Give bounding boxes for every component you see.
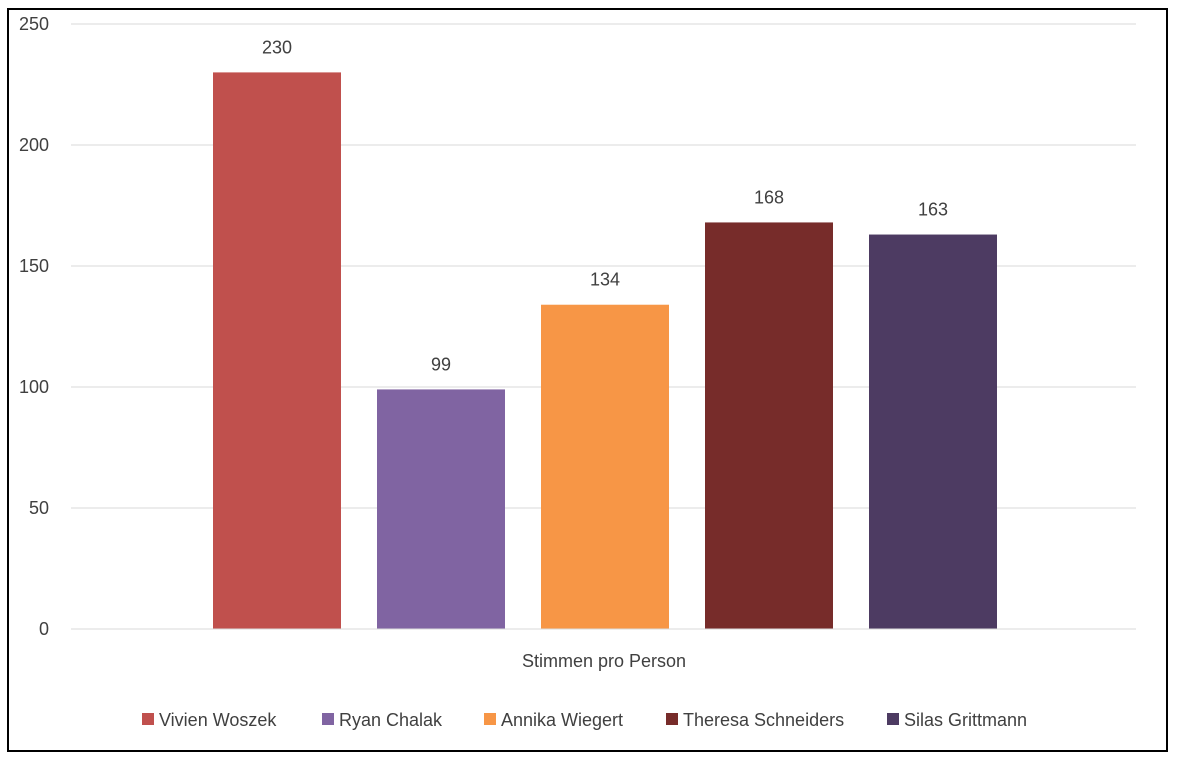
bar-vivien-woszek	[213, 72, 341, 629]
legend-entry: Vivien Woszek	[159, 710, 277, 730]
data-label: 134	[590, 270, 620, 290]
bar-chart: 0 50 100 150 200 250 230 99 134 168 163 Stimmen p…	[19, 14, 1136, 730]
bar-annika-wiegert	[541, 304, 669, 629]
legend-swatch	[484, 713, 496, 725]
y-tick-label: 250	[19, 14, 49, 34]
legend-entry: Ryan Chalak	[339, 710, 443, 730]
y-tick-label: 50	[29, 498, 49, 518]
legend-swatch	[666, 713, 678, 725]
y-tick-label: 150	[19, 256, 49, 276]
bar-silas-grittmann	[869, 234, 997, 630]
bar-ryan-chalak	[377, 389, 505, 629]
data-label: 99	[431, 354, 451, 374]
bars	[213, 72, 997, 630]
bar-theresa-schneiders	[705, 222, 833, 629]
y-tick-label: 200	[19, 135, 49, 155]
category-label: Stimmen pro Person	[522, 651, 686, 671]
y-tick-label: 0	[39, 619, 49, 639]
legend-swatch	[142, 713, 154, 725]
legend-entry: Annika Wiegert	[501, 710, 623, 730]
legend-swatch	[322, 713, 334, 725]
legend-swatch	[887, 713, 899, 725]
legend: Vivien Woszek Ryan Chalak Annika Wiegert Th…	[142, 710, 1027, 730]
data-labels: 230 99 134 168 163	[262, 37, 948, 374]
data-label: 163	[918, 200, 948, 220]
y-tick-label: 100	[19, 377, 49, 397]
chart-frame: 0 50 100 150 200 250 230 99 134 168 163 Stimmen p…	[7, 8, 1168, 752]
legend-entry: Theresa Schneiders	[683, 710, 844, 730]
data-label: 168	[754, 187, 784, 207]
y-axis-ticks: 0 50 100 150 200 250	[19, 14, 49, 639]
legend-entry: Silas Grittmann	[904, 710, 1027, 730]
x-axis: Stimmen pro Person	[71, 628, 1136, 671]
data-label: 230	[262, 37, 292, 57]
